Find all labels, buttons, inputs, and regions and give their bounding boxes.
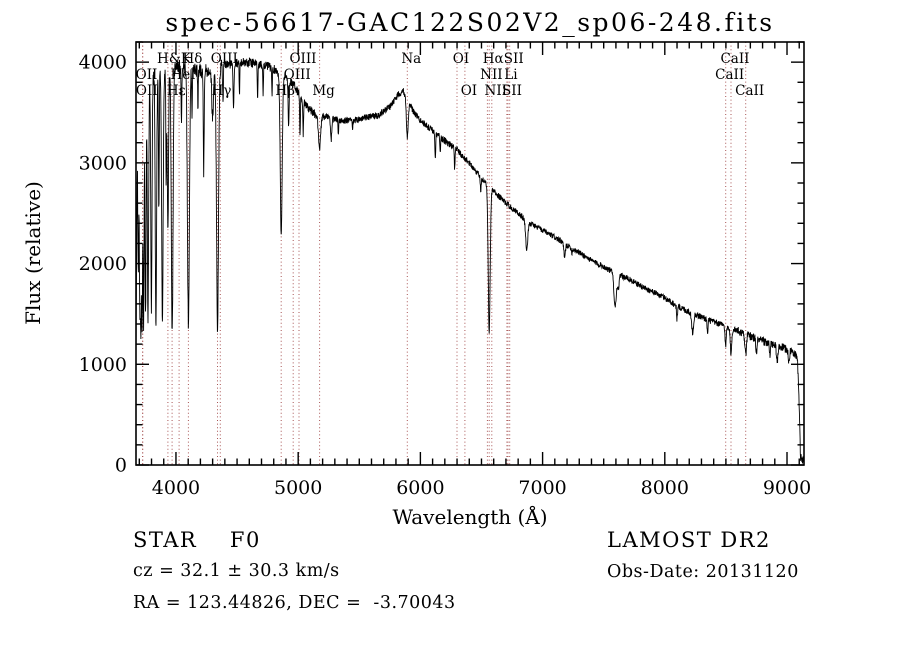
y-tick-label: 4000 (79, 52, 127, 74)
y-tick-label: 0 (115, 455, 127, 477)
x-tick-label: 7000 (518, 477, 566, 499)
spectral-line-label: Hδ (182, 51, 202, 67)
spectral-line-label: CaII (720, 51, 749, 67)
plot-axes-box (135, 41, 805, 466)
spectral-line-label: Hβ (275, 83, 295, 99)
spectral-line-label: CaII (715, 67, 744, 83)
spectral-line-label: OII (136, 83, 158, 99)
y-tick-label: 1000 (79, 354, 127, 376)
spectral-line-label: Hα (483, 51, 504, 67)
spectrum-trace (135, 57, 805, 464)
y-axis-label: Flux (relative) (21, 181, 45, 325)
spectral-line-label: NII (485, 83, 507, 99)
spectral-line-label: NII (480, 67, 502, 83)
ra-dec-value: RA = 123.44826, DEC = -3.70043 (133, 593, 456, 613)
spectral-line-label: Na (401, 51, 421, 67)
spectral-line-label: H&K (157, 51, 192, 67)
x-tick-label: 9000 (763, 477, 811, 499)
spectral-line-label: Hγ (212, 83, 232, 99)
survey-label: LAMOST DR2 (607, 528, 771, 552)
x-tick-label: 6000 (396, 477, 444, 499)
spectral-line-label: OII (136, 67, 158, 83)
cz-value: cz = 32.1 ± 30.3 km/s (133, 561, 340, 581)
spectral-line-label: OI (453, 51, 469, 67)
spectral-line-label: SII (504, 51, 524, 67)
object-class-label: STAR F0 (133, 528, 261, 552)
x-tick-label: 5000 (274, 477, 322, 499)
plot-title: spec-56617-GAC122S02V2_sp06-248.fits (165, 8, 774, 37)
spectral-line-label: HeI (171, 67, 196, 83)
spectral-line-label: SII (502, 83, 522, 99)
spectral-line-label: CaII (735, 83, 764, 99)
spectral-line-label: Li (504, 67, 518, 83)
spectral-line-label: Hε (167, 83, 186, 99)
x-axis-label: Wavelength (Å) (392, 504, 547, 529)
spectral-line-label: OI (461, 83, 477, 99)
axis-ticks: 4000 5000 6000 7000 8000 9000 0 1000 2000 3000 400… (79, 41, 811, 499)
obs-date: Obs-Date: 20131120 (607, 562, 799, 582)
y-tick-label: 2000 (79, 253, 127, 275)
x-tick-label: 4000 (152, 477, 200, 499)
spectral-line-label: Mg (312, 83, 335, 99)
y-tick-label: 3000 (79, 152, 127, 174)
spectral-line-label: OIII (289, 51, 316, 67)
x-tick-label: 8000 (641, 477, 689, 499)
